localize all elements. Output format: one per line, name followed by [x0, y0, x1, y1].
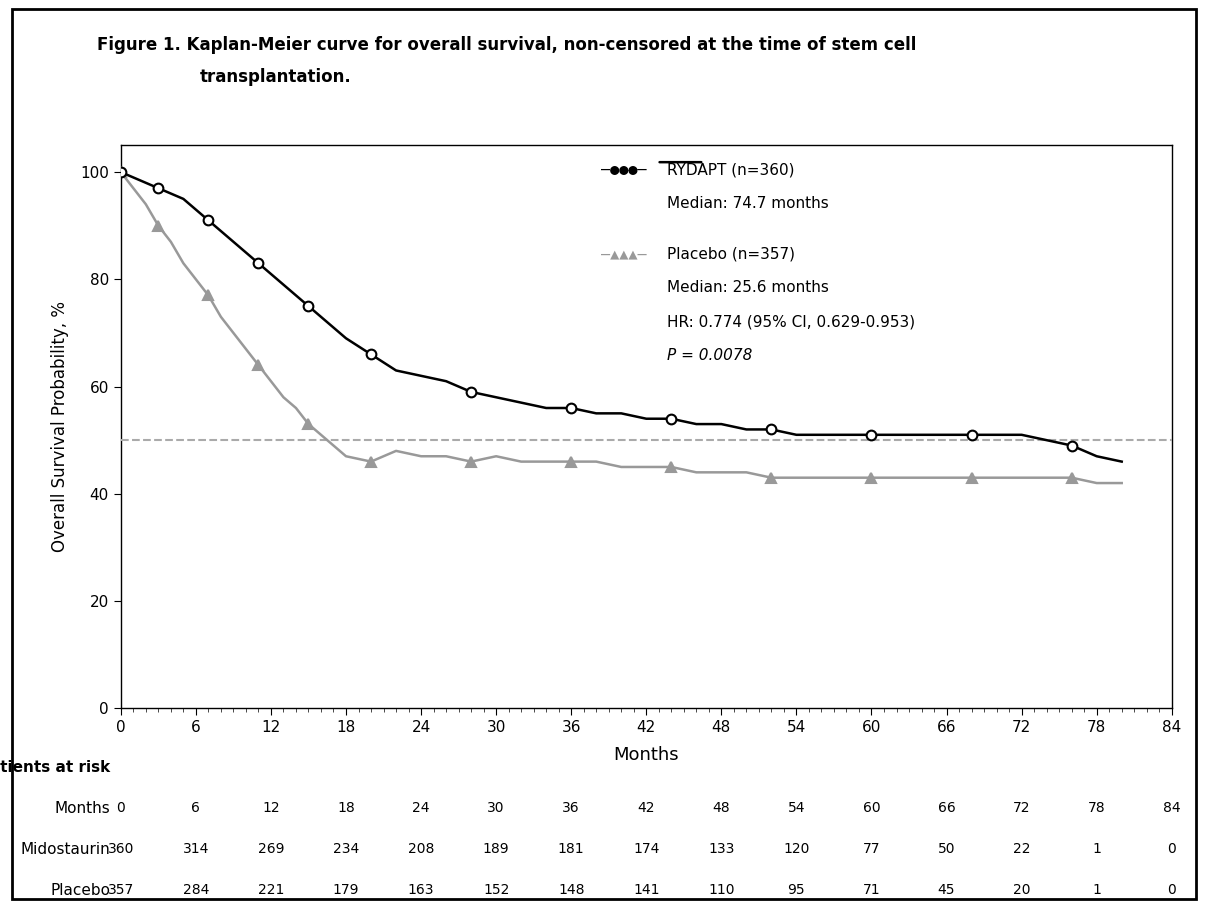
Text: 0: 0	[1167, 843, 1177, 856]
Text: 36: 36	[563, 801, 580, 815]
Text: 45: 45	[937, 883, 956, 897]
Text: P = 0.0078: P = 0.0078	[667, 348, 753, 363]
Text: 72: 72	[1012, 801, 1030, 815]
Text: Placebo: Placebo	[51, 883, 110, 898]
Text: 20: 20	[1012, 883, 1030, 897]
Text: 179: 179	[332, 883, 359, 897]
Text: 77: 77	[863, 843, 881, 856]
Text: —●●●—: —●●●—	[600, 163, 646, 177]
Text: 42: 42	[638, 801, 655, 815]
Text: 174: 174	[633, 843, 660, 856]
Text: Median: 74.7 months: Median: 74.7 months	[667, 196, 829, 211]
Y-axis label: Overall Survival Probability, %: Overall Survival Probability, %	[51, 301, 69, 552]
Text: 314: 314	[182, 843, 209, 856]
Text: 148: 148	[558, 883, 585, 897]
Text: 71: 71	[863, 883, 881, 897]
Text: Months: Months	[54, 801, 110, 816]
Text: 120: 120	[783, 843, 809, 856]
Text: 181: 181	[558, 843, 585, 856]
Text: 78: 78	[1088, 801, 1105, 815]
Text: 189: 189	[483, 843, 510, 856]
X-axis label: Months: Months	[614, 746, 679, 765]
Text: Figure 1. Kaplan-Meier curve for overall survival, non-censored at the time of s: Figure 1. Kaplan-Meier curve for overall…	[97, 36, 916, 54]
Text: 30: 30	[487, 801, 505, 815]
Text: 208: 208	[408, 843, 434, 856]
Text: 0: 0	[1167, 883, 1177, 897]
Text: 152: 152	[483, 883, 510, 897]
Text: 1: 1	[1092, 843, 1102, 856]
Text: 60: 60	[863, 801, 881, 815]
Text: Placebo (n=357): Placebo (n=357)	[667, 247, 795, 262]
Text: 22: 22	[1012, 843, 1030, 856]
Text: 284: 284	[182, 883, 209, 897]
Text: transplantation.: transplantation.	[199, 68, 352, 86]
Text: 269: 269	[257, 843, 284, 856]
Text: 133: 133	[708, 843, 734, 856]
Text: 0: 0	[116, 801, 126, 815]
Text: 357: 357	[108, 883, 134, 897]
Text: 12: 12	[262, 801, 280, 815]
Text: 110: 110	[708, 883, 734, 897]
Text: Midostaurin: Midostaurin	[21, 843, 110, 857]
Text: 6: 6	[191, 801, 201, 815]
Text: Patients at risk: Patients at risk	[0, 761, 110, 775]
Text: 1: 1	[1092, 883, 1102, 897]
Text: RYDAPT (n=360): RYDAPT (n=360)	[667, 163, 795, 177]
Text: 84: 84	[1163, 801, 1180, 815]
Text: —▲▲▲—: —▲▲▲—	[600, 247, 646, 262]
Text: 234: 234	[333, 843, 359, 856]
Text: 360: 360	[108, 843, 134, 856]
Text: 24: 24	[412, 801, 430, 815]
Text: 66: 66	[937, 801, 956, 815]
Text: 163: 163	[408, 883, 435, 897]
Text: 221: 221	[257, 883, 284, 897]
Text: 54: 54	[788, 801, 806, 815]
Text: 50: 50	[937, 843, 956, 856]
Text: 141: 141	[633, 883, 660, 897]
Text: 95: 95	[788, 883, 806, 897]
Text: 18: 18	[337, 801, 355, 815]
Text: 48: 48	[713, 801, 730, 815]
Text: HR: 0.774 (95% CI, 0.629-0.953): HR: 0.774 (95% CI, 0.629-0.953)	[667, 314, 916, 330]
Text: Median: 25.6 months: Median: 25.6 months	[667, 281, 829, 295]
